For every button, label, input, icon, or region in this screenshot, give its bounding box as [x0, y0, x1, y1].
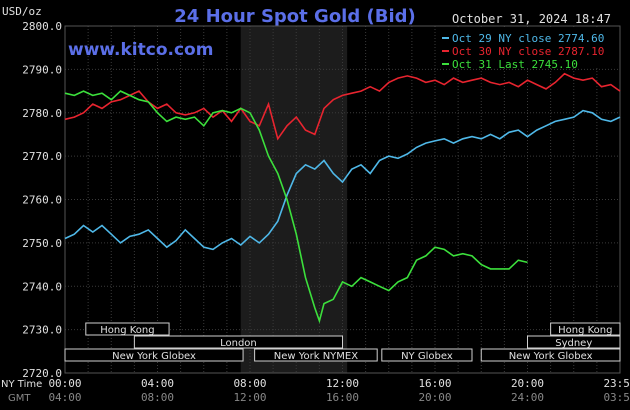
x-tick-label-ny: 16:00 — [418, 377, 451, 390]
x-tick-label-ny: 04:00 — [141, 377, 174, 390]
session-label: Sydney — [555, 338, 592, 349]
session-label: New York NYMEX — [274, 351, 359, 362]
session-bar: New York Globex — [64, 348, 244, 362]
session-bar: NY Globex — [381, 348, 473, 362]
session-box — [133, 335, 343, 349]
session-box — [64, 348, 244, 362]
session-label: NY Globex — [401, 351, 453, 362]
session-label: Hong Kong — [100, 325, 154, 336]
x-tick-label-gmt: 08:00 — [141, 391, 174, 404]
x-tick-label-ny: 12:00 — [326, 377, 359, 390]
session-label: London — [220, 338, 257, 349]
x-tick-label-ny: 08:00 — [233, 377, 266, 390]
session-label: Hong Kong — [558, 325, 612, 336]
unit-label: USD/oz — [2, 5, 42, 18]
session-bar: New York NYMEX — [254, 348, 378, 362]
x-tick-label-gmt: 16:00 — [326, 391, 359, 404]
session-label: New York Globex — [509, 351, 593, 362]
x-tick-label-gmt: 04:00 — [48, 391, 81, 404]
legend-entry: Oct 31 Last 2745.10 — [452, 58, 578, 71]
session-bar: London — [133, 335, 343, 349]
legend-entry: Oct 29 NY close 2774.60 — [452, 32, 604, 45]
session-bar: Hong Kong — [85, 322, 170, 336]
y-tick-label: 2750.0 — [22, 237, 62, 250]
y-tick-label: 2790.0 — [22, 63, 62, 76]
y-tick-label: 2740.0 — [22, 280, 62, 293]
y-tick-label: 2770.0 — [22, 150, 62, 163]
session-bar: New York Globex — [480, 348, 621, 362]
session-box — [527, 335, 621, 349]
series-line-1 — [64, 109, 621, 251]
x-row-label-gmt: GMT — [8, 393, 31, 404]
session-bar: Hong Kong — [550, 322, 621, 336]
x-tick-label-gmt: 12:00 — [233, 391, 266, 404]
timestamp: October 31, 2024 18:47 — [452, 12, 611, 26]
chart-title: 24 Hour Spot Gold (Bid) — [174, 6, 415, 27]
legend-box — [437, 28, 617, 68]
series-line-3 — [64, 90, 528, 324]
x-tick-label-ny: 20:00 — [511, 377, 544, 390]
x-tick-label-ny: 00:00 — [48, 377, 81, 390]
x-tick-label-gmt: 20:00 — [418, 391, 451, 404]
series-line-2 — [64, 72, 621, 141]
x-row-label-ny: NY Time — [1, 379, 42, 390]
session-box — [85, 322, 170, 336]
y-tick-label: 2780.0 — [22, 107, 62, 120]
session-box — [480, 348, 621, 362]
session-box — [550, 322, 621, 336]
y-tick-label: 2730.0 — [22, 324, 62, 337]
session-box — [254, 348, 378, 362]
session-bar: Sydney — [527, 335, 621, 349]
y-tick-label: 2720.0 — [22, 367, 62, 380]
x-tick-label-gmt: 03:59 — [603, 391, 630, 404]
plot-border — [64, 25, 621, 374]
legend-entry: Oct 30 NY close 2787.10 — [452, 45, 604, 58]
session-box — [381, 348, 473, 362]
session-label: New York Globex — [112, 351, 196, 362]
x-tick-label-gmt: 24:00 — [511, 391, 544, 404]
y-tick-label: 2760.0 — [22, 194, 62, 207]
x-tick-label-ny: 23:59 — [603, 377, 630, 390]
source-watermark: www.kitco.com — [68, 40, 213, 60]
y-tick-label: 2800.0 — [22, 20, 62, 33]
